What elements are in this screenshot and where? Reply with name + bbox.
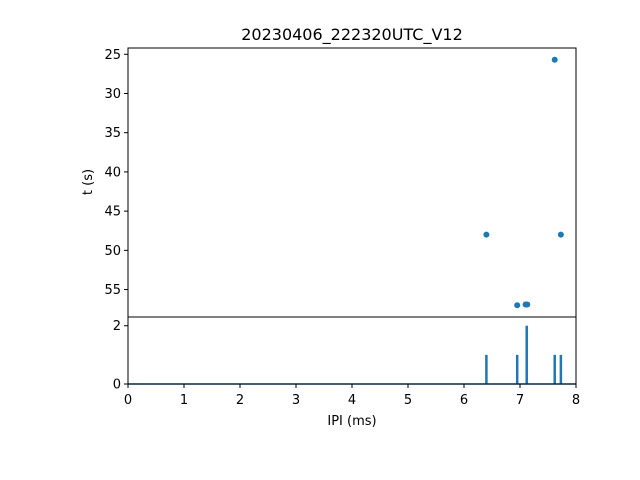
x-tick-label-3: 3 (292, 393, 300, 408)
top-y-tick-label-0: 25 (104, 48, 121, 63)
x-tick-label-1: 1 (180, 393, 188, 408)
top-y-tick-label-2: 35 (104, 126, 121, 141)
scatter-points (483, 56, 564, 309)
scatter-point-3 (514, 302, 521, 309)
bottom-x-ticks: 0 1 2 3 4 5 6 7 8 (124, 384, 580, 408)
bottom-y-ticks: 02 (113, 319, 128, 393)
bottom-axes-frame (127, 316, 577, 385)
x-tick-label-4: 4 (348, 393, 356, 408)
bottom-y-tick-label-0: 0 (113, 378, 121, 393)
top-y-tick-label-1: 30 (104, 87, 121, 102)
top-y-axis-label: t (s) (81, 169, 96, 195)
top-y-tick-label-3: 40 (104, 165, 121, 180)
x-tick-label-2: 2 (236, 393, 244, 408)
x-tick-label-8: 8 (572, 393, 580, 408)
x-tick-label-6: 6 (460, 393, 468, 408)
x-tick-label-7: 7 (516, 393, 524, 408)
scatter-point-5 (524, 301, 531, 308)
top-y-ticks: 25 30 35 40 45 50 55 (104, 48, 128, 298)
chart-title: 20230406_222320UTC_V12 (241, 25, 463, 45)
x-tick-label-5: 5 (404, 393, 412, 408)
bottom-y-tick-label-1: 2 (113, 319, 121, 334)
scatter-point-1 (483, 231, 490, 238)
histogram-bars (485, 325, 563, 384)
top-y-tick-label-5: 50 (104, 244, 121, 259)
scatter-point-0 (551, 56, 558, 63)
top-y-tick-label-4: 45 (104, 205, 121, 220)
top-scatter-panel: 25 30 35 40 45 50 55 (104, 47, 577, 318)
top-y-tick-label-6: 55 (104, 283, 121, 298)
scatter-point-2 (557, 231, 564, 238)
x-axis-label: IPI (ms) (327, 414, 376, 429)
x-tick-label-0: 0 (124, 393, 132, 408)
